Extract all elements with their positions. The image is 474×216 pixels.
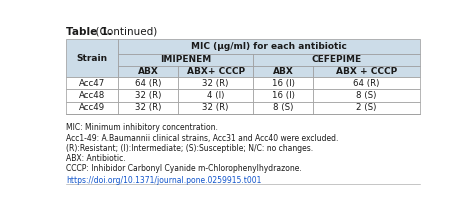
Text: https://doi.org/10.1371/journal.pone.0259915.t001: https://doi.org/10.1371/journal.pone.025… [66, 176, 261, 185]
Bar [179, 77, 253, 89]
Text: Table 1.: Table 1. [66, 27, 112, 37]
Text: 32 (R): 32 (R) [135, 91, 162, 100]
Text: ABX: Antibiotic.: ABX: Antibiotic. [66, 154, 126, 163]
Bar [253, 89, 313, 102]
Bar [118, 77, 179, 89]
Bar [253, 77, 313, 89]
Text: 8 (S): 8 (S) [356, 91, 377, 100]
Text: IMIPENEM: IMIPENEM [160, 55, 211, 64]
Bar [179, 89, 253, 102]
Bar [66, 39, 118, 77]
Text: Acc47: Acc47 [79, 79, 105, 87]
Text: 32 (R): 32 (R) [202, 79, 229, 87]
Text: 2 (S): 2 (S) [356, 103, 377, 113]
Text: MIC (μg/ml) for each antibiotic: MIC (μg/ml) for each antibiotic [191, 42, 347, 51]
Bar [253, 54, 420, 65]
Text: ABX: ABX [273, 67, 293, 76]
Bar [179, 102, 253, 114]
Text: 16 (I): 16 (I) [272, 91, 294, 100]
Bar [66, 102, 118, 114]
Text: MIC: Minimum inhibitory concentration.: MIC: Minimum inhibitory concentration. [66, 123, 218, 132]
Text: Acc49: Acc49 [79, 103, 105, 113]
Text: ABX+ CCCP: ABX+ CCCP [187, 67, 245, 76]
Text: 64 (R): 64 (R) [353, 79, 380, 87]
Text: 32 (R): 32 (R) [202, 103, 229, 113]
Text: 4 (I): 4 (I) [207, 91, 224, 100]
Text: ABX + CCCP: ABX + CCCP [336, 67, 397, 76]
Text: CCCP: Inhibidor Carbonyl Cyanide m-Chlorophenylhydrazone.: CCCP: Inhibidor Carbonyl Cyanide m-Chlor… [66, 164, 301, 173]
Text: 64 (R): 64 (R) [135, 79, 162, 87]
Bar [253, 65, 313, 77]
Text: (R):Resistant; (I):Intermediate; (S):Susceptible; N/C: no changes.: (R):Resistant; (I):Intermediate; (S):Sus… [66, 144, 313, 153]
Bar [118, 65, 179, 77]
Text: Strain: Strain [76, 54, 108, 62]
Text: (Continued): (Continued) [89, 27, 157, 37]
Bar [118, 39, 420, 54]
Text: ABX: ABX [138, 67, 159, 76]
Bar [118, 89, 179, 102]
Bar [313, 77, 420, 89]
Text: 32 (R): 32 (R) [135, 103, 162, 113]
Bar [118, 54, 253, 65]
Bar [66, 77, 118, 89]
Bar [179, 65, 253, 77]
Text: 8 (S): 8 (S) [273, 103, 293, 113]
Bar [313, 102, 420, 114]
Text: Acc1-49: A.Baumannii clinical strains, Acc31 and Acc40 were excluded.: Acc1-49: A.Baumannii clinical strains, A… [66, 133, 338, 143]
Text: Acc48: Acc48 [79, 91, 105, 100]
Bar [253, 102, 313, 114]
Bar [313, 65, 420, 77]
Bar [66, 89, 118, 102]
Bar [313, 89, 420, 102]
Bar [118, 102, 179, 114]
Text: CEFEPIME: CEFEPIME [311, 55, 362, 64]
Text: 16 (I): 16 (I) [272, 79, 294, 87]
